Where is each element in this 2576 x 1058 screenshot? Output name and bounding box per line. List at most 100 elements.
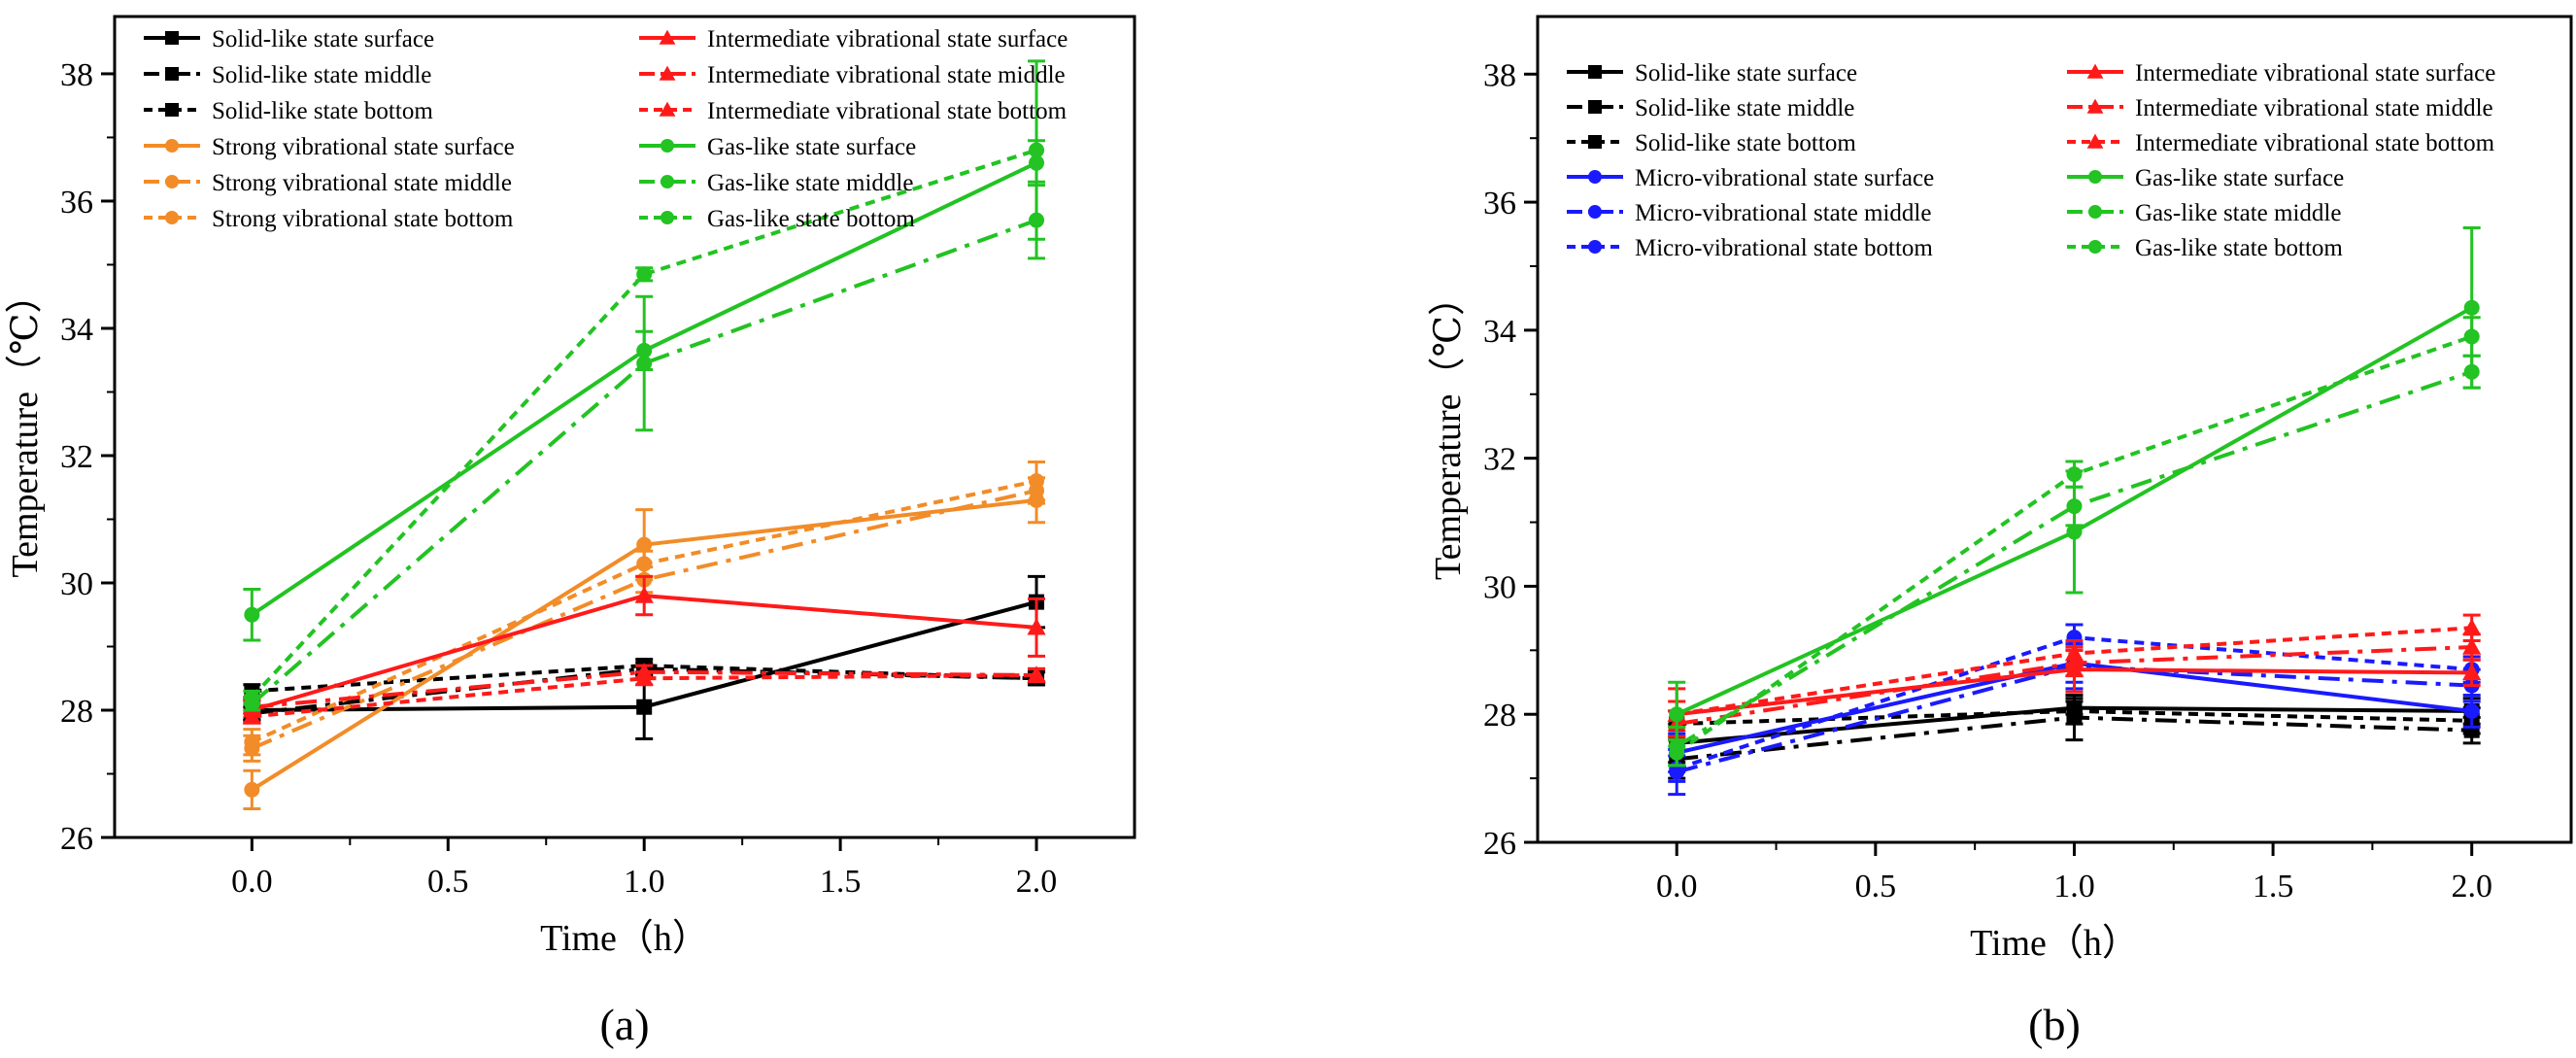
y-tick-label: 32: [1483, 442, 1516, 478]
legend-item: Solid-like state middle: [144, 62, 431, 88]
legend-label: Solid-like state surface: [212, 26, 434, 52]
legend-marker: [661, 175, 674, 188]
panel-label: (b): [2028, 1000, 2081, 1049]
y-axis-label: Temperature（℃）: [1428, 279, 1469, 580]
data-point: [2463, 702, 2480, 719]
data-point: [2462, 663, 2482, 681]
y-tick-label: 30: [60, 566, 93, 602]
y-tick-label: 32: [60, 439, 93, 475]
data-point: [244, 606, 260, 623]
data-point: [244, 781, 260, 798]
y-tick-label: 34: [1483, 314, 1516, 350]
legend-item: Solid-like state bottom: [1567, 130, 1856, 156]
data-point: [1029, 473, 1045, 490]
x-tick-label: 2.0: [1016, 864, 1058, 900]
y-tick-label: 28: [1483, 698, 1516, 734]
y-tick-label: 30: [1483, 569, 1516, 605]
chart-panel-b: 0.0 0.5 1.0 1.5 2.0 26 28 30 32 34 36 38 Time（h） Temp…: [1428, 15, 2573, 1049]
y-tick-label: 36: [60, 185, 93, 221]
panel-label: (a): [599, 1000, 649, 1049]
legend-label: Micro-vibrational state surface: [1635, 165, 1934, 191]
legend-label: Intermediate vibrational state bottom: [2135, 130, 2495, 156]
data-point: [1029, 142, 1045, 158]
series-line: [251, 218, 1037, 705]
data-point: [2066, 702, 2083, 719]
data-point: [2462, 618, 2482, 635]
legend-item: Micro-vibrational state middle: [1567, 200, 1931, 226]
data-point: [1027, 618, 1046, 635]
legend-label: Strong vibrational state surface: [212, 134, 515, 160]
legend-label: Gas-like state bottom: [707, 206, 915, 232]
y-tick-label: 26: [1483, 826, 1516, 862]
legend-marker: [165, 211, 179, 224]
legend-marker: [165, 31, 179, 45]
series-9: [242, 666, 1046, 725]
legend-marker: [1588, 65, 1602, 79]
legend-item: Strong vibrational state surface: [144, 134, 515, 160]
x-tick-label: 0.0: [1656, 869, 1698, 904]
legend-item: Intermediate vibrational state surface: [2067, 60, 2495, 86]
legend-label: Solid-like state bottom: [212, 98, 433, 124]
data-point: [2066, 524, 2083, 540]
legend-label: Solid-like state bottom: [1635, 130, 1856, 156]
series-4: [243, 476, 1046, 811]
legend-label: Intermediate vibrational state middle: [707, 62, 1066, 88]
legend-marker: [2088, 205, 2102, 219]
legend-item: Gas-like state middle: [2067, 200, 2341, 226]
x-tick-label: 1.5: [2253, 869, 2294, 904]
legend-marker: [2088, 240, 2102, 254]
legend-label: Solid-like state surface: [1635, 60, 1857, 86]
legend-item: Strong vibrational state middle: [144, 170, 512, 196]
data-point: [2462, 637, 2482, 655]
series-12: [1668, 316, 2481, 768]
x-tick-label: 1.5: [820, 864, 862, 900]
legend-label: Micro-vibrational state middle: [1635, 200, 1931, 226]
series-6: [243, 461, 1046, 757]
legend-label: Intermediate vibrational state surface: [2135, 60, 2495, 86]
legend-label: Strong vibrational state bottom: [212, 206, 514, 232]
data-point: [2066, 498, 2083, 515]
legend-label: Gas-like state middle: [707, 170, 913, 196]
legend: Solid-like state surface Solid-like state…: [144, 26, 1068, 232]
legend-marker: [2086, 63, 2104, 79]
legend-label: Micro-vibrational state bottom: [1635, 235, 1933, 261]
legend-label: Intermediate vibrational state middle: [2135, 95, 2493, 121]
legend-marker: [1588, 170, 1602, 184]
data-point: [242, 706, 261, 725]
legend-marker: [2088, 170, 2102, 184]
legend-label: Solid-like state middle: [212, 62, 431, 88]
data-point: [2064, 644, 2085, 662]
x-tick-label: 0.5: [427, 864, 469, 900]
legend-item: Intermediate vibrational state surface: [639, 26, 1068, 52]
legend-marker: [1588, 100, 1602, 114]
legend-marker: [659, 29, 676, 45]
legend-label: Intermediate vibrational state surface: [707, 26, 1068, 52]
legend: Solid-like state surface Solid-like state…: [1567, 60, 2495, 261]
data-point: [636, 556, 653, 572]
data-point: [244, 689, 260, 705]
legend-item: Gas-like state surface: [639, 134, 916, 160]
x-axis-label: Time（h）: [540, 918, 709, 959]
legend-marker: [165, 139, 179, 153]
legend-marker: [2086, 98, 2104, 114]
legend-marker: [659, 65, 676, 81]
data-point: [636, 266, 653, 283]
plot-frame: [113, 15, 1136, 839]
legend-item: Micro-vibrational state bottom: [1567, 235, 1933, 261]
legend-marker: [1588, 240, 1602, 254]
legend-marker: [1588, 205, 1602, 219]
legend-marker: [165, 103, 179, 117]
data-point: [636, 536, 653, 553]
data-point: [1027, 666, 1046, 683]
legend-item: Gas-like state bottom: [2067, 235, 2343, 261]
y-tick-label: 36: [1483, 186, 1516, 222]
legend-marker: [661, 139, 674, 153]
legend-label: Intermediate vibrational state bottom: [707, 98, 1068, 124]
x-tick-label: 0.0: [231, 864, 273, 900]
legend-item: Solid-like state bottom: [144, 98, 433, 124]
x-tick-label: 0.5: [1855, 869, 1897, 904]
series-12: [243, 59, 1046, 705]
legend-item: Intermediate vibrational state middle: [639, 62, 1066, 88]
data-point: [1669, 706, 1685, 723]
